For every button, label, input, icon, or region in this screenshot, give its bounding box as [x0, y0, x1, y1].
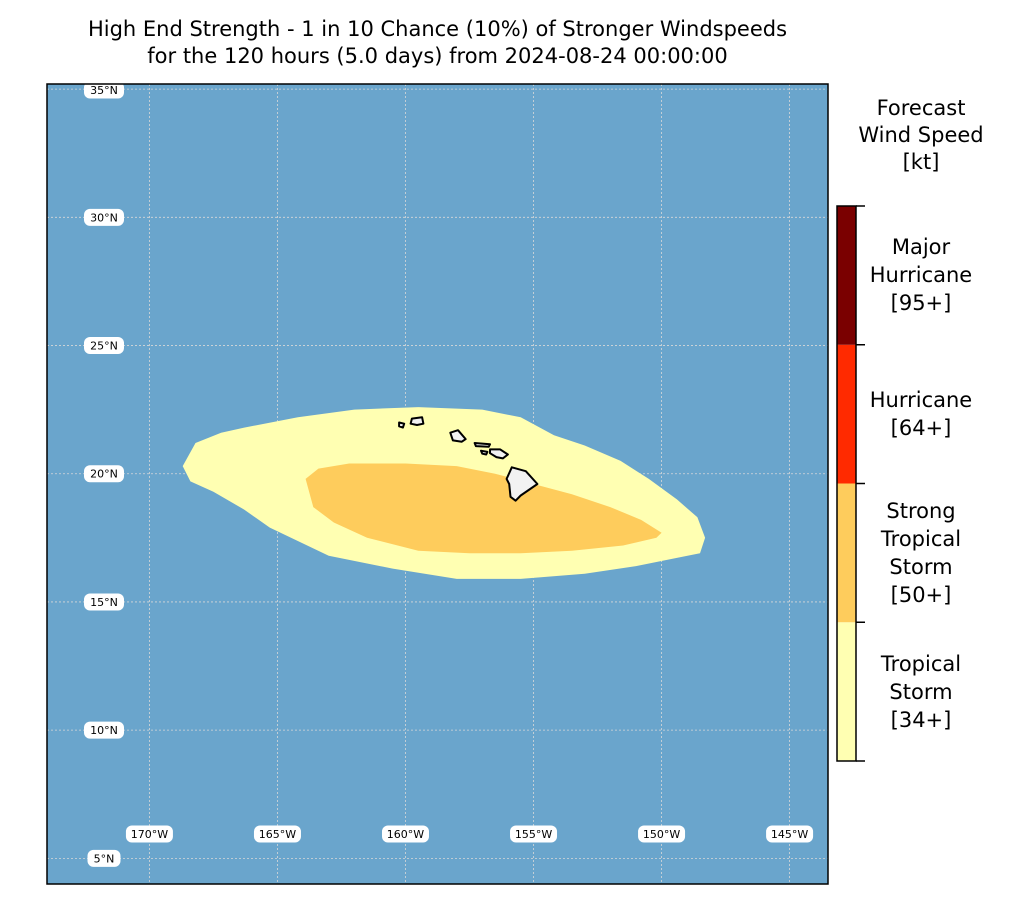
island-hawaii: [505, 466, 539, 502]
lon-tick-label: 165°W: [253, 825, 301, 843]
lat-tick-label: 30°N: [84, 208, 124, 226]
tick-label-text: 15°N: [90, 596, 118, 609]
tick-label-text: 30°N: [90, 211, 118, 224]
tick-label-text: 10°N: [90, 724, 118, 737]
legend-label-0: Tropical Storm [34+]: [836, 650, 1006, 734]
tick-label-text: 25°N: [90, 340, 118, 353]
tick-label-box: [84, 337, 124, 355]
tick-label-box: [125, 825, 173, 843]
legend-label-line: Tropical: [880, 526, 962, 551]
tick-label-text: 170°W: [131, 828, 168, 841]
map-layer: [47, 84, 828, 884]
tick-label-box: [638, 825, 686, 843]
legend-label-line: Storm: [889, 554, 953, 579]
lon-tick-label: 170°W: [125, 825, 173, 843]
tick-label-box: [84, 81, 124, 99]
island-lanai: [480, 449, 489, 456]
tick-label-box: [381, 825, 429, 843]
title-line-2: for the 120 hours (5.0 days) from 2024-0…: [147, 44, 728, 68]
tick-label-text: 160°W: [387, 828, 424, 841]
island-kauai: [409, 416, 425, 426]
legend-label-line: Strong: [886, 498, 956, 523]
legend-label-3: Major Hurricane [95+]: [836, 233, 1006, 317]
tick-label-text: 155°W: [515, 828, 552, 841]
legend-title: Forecast Wind Speed [kt]: [836, 95, 1006, 176]
legend-label-line: Hurricane: [869, 263, 973, 288]
lon-tick-label: 160°W: [381, 825, 429, 843]
colorbar: [836, 205, 865, 762]
tick-labels: 170°W 165°W 160°W 155°W 150°W 145°W 35°N 30°N 25…: [84, 81, 814, 867]
legend-label-line: [64+]: [890, 416, 952, 441]
colorbar-segment: [837, 622, 856, 761]
legend-label-2: Hurricane [64+]: [836, 386, 1006, 442]
legend-label-line: Hurricane: [869, 388, 973, 413]
colorbar-segment: [837, 344, 856, 484]
tick-label-text: 20°N: [90, 468, 118, 481]
legend-label-1: Strong Tropical Storm [50+]: [836, 497, 1006, 609]
legend-label-line: [34+]: [890, 707, 952, 732]
tick-label-text: 145°W: [771, 828, 808, 841]
island-niihau: [398, 421, 406, 429]
legend-title-line-1: Forecast: [876, 96, 966, 120]
tick-label-box: [253, 825, 301, 843]
map-frame: [46, 83, 829, 885]
tick-label-box: [84, 593, 124, 611]
lat-tick-label: 35°N: [84, 81, 124, 99]
chart-title: High End Strength - 1 in 10 Chance (10%)…: [47, 16, 828, 70]
lat-tick-label: 5°N: [87, 849, 121, 867]
colorbar-segment: [837, 206, 856, 345]
tick-label-text: 150°W: [643, 828, 680, 841]
tick-label-box: [87, 849, 121, 867]
tick-label-box: [510, 825, 558, 843]
lon-tick-label: 145°W: [766, 825, 814, 843]
tick-label-box: [766, 825, 814, 843]
colorbar-segment: [837, 483, 856, 623]
legend-label-line: Storm: [889, 679, 953, 704]
legend-label-line: [95+]: [890, 291, 952, 316]
lon-tick-label: 150°W: [638, 825, 686, 843]
lat-tick-label: 10°N: [84, 721, 124, 739]
lat-tick-label: 25°N: [84, 337, 124, 355]
lat-tick-label: 20°N: [84, 465, 124, 483]
island-oahu: [449, 429, 467, 443]
tick-label-text: 35°N: [90, 84, 118, 97]
island-maui: [489, 448, 509, 460]
legend-label-line: [50+]: [890, 582, 952, 607]
lat-tick-label: 15°N: [84, 593, 124, 611]
tick-label-text: 165°W: [259, 828, 296, 841]
tick-label-box: [84, 208, 124, 226]
tick-label-text: 5°N: [94, 852, 115, 865]
legend-title-line-3: [kt]: [902, 150, 940, 174]
title-line-1: High End Strength - 1 in 10 Chance (10%)…: [87, 17, 788, 41]
legend-label-line: Major: [891, 235, 951, 260]
legend-label-line: Tropical: [880, 651, 962, 676]
wind-swath-strong-tropical-storm: [305, 463, 662, 554]
legend-title-line-2: Wind Speed: [858, 123, 984, 147]
island-molokai: [473, 442, 491, 448]
lon-tick-label: 155°W: [510, 825, 558, 843]
tick-label-box: [84, 721, 124, 739]
tick-label-box: [84, 465, 124, 483]
